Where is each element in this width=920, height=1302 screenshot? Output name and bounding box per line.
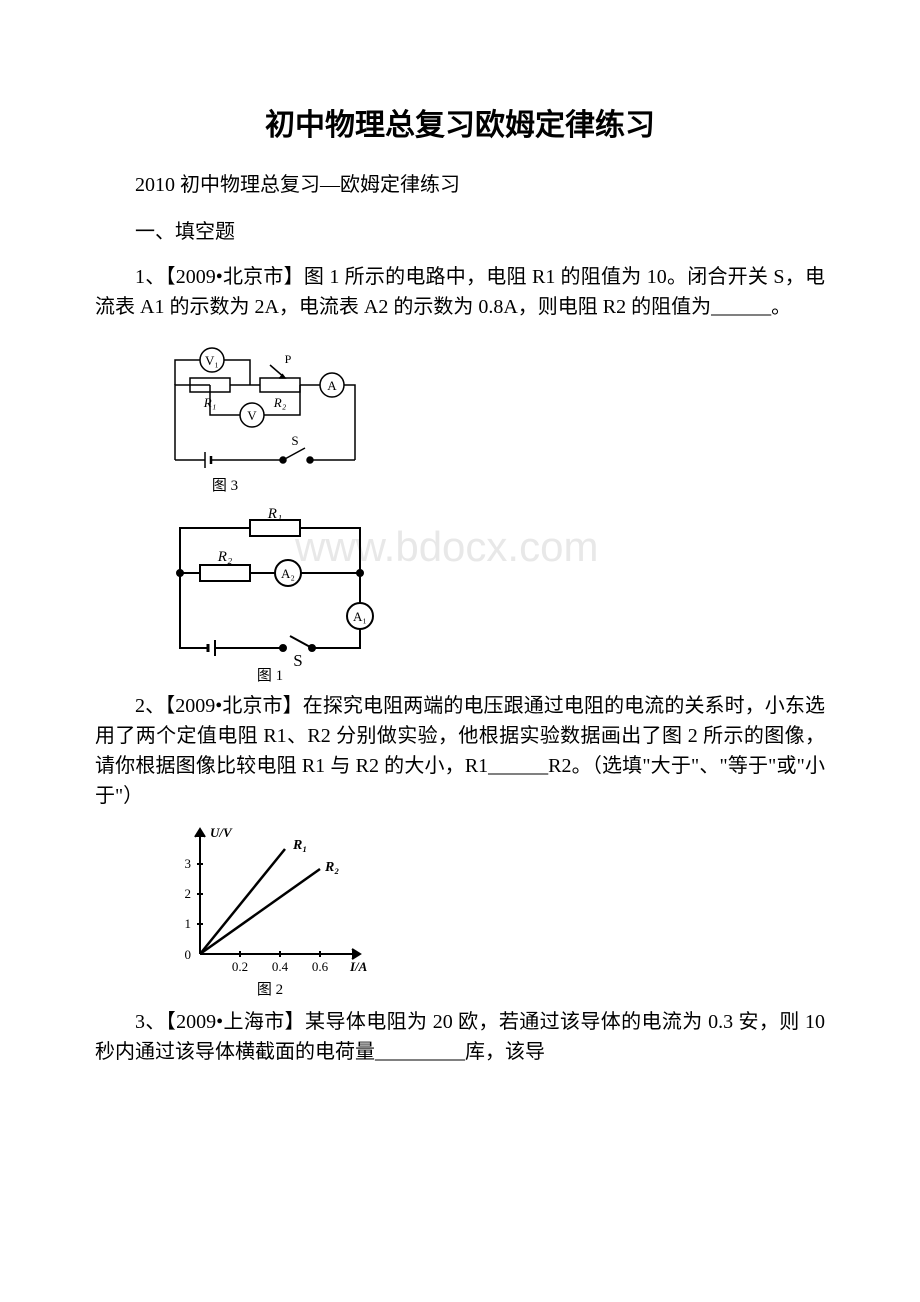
label-a2: A₂ xyxy=(281,566,295,581)
caption-1: 图 1 xyxy=(257,667,283,683)
xlabel: I/A xyxy=(349,959,368,974)
section-header: 一、填空题 xyxy=(95,215,825,244)
r1-label: R₁ xyxy=(292,838,307,853)
label-p: P xyxy=(285,352,292,366)
label-v: V xyxy=(247,408,257,423)
ytick-0: 0 xyxy=(185,947,192,962)
label-s: S xyxy=(291,433,298,448)
question-3: 3、【2009•上海市】某导体电阻为 20 欧，若通过该导体的电流为 0.3 安… xyxy=(95,1007,825,1067)
page-content: 初中物理总复习欧姆定律练习 2010 初中物理总复习—欧姆定律练习 一、填空题 … xyxy=(95,100,825,1067)
subtitle: 2010 初中物理总复习—欧姆定律练习 xyxy=(95,168,825,197)
label-r2: R₂ xyxy=(273,395,287,410)
xtick-1: 0.2 xyxy=(232,959,248,974)
r2-label: R₂ xyxy=(324,860,339,875)
xtick-2: 0.4 xyxy=(272,959,289,974)
ytick-2: 2 xyxy=(185,886,192,901)
circuit-diagram-1: R₁ R₂ A₂ A₁ S 图 1 xyxy=(155,508,385,683)
caption-2: 图 2 xyxy=(257,981,283,998)
ylabel: U/V xyxy=(210,825,233,840)
label-a1: A₁ xyxy=(353,609,367,624)
label-r1: R₁ xyxy=(203,395,216,410)
chart-diagram-2: U/V I/A 0 1 2 3 0.2 0.4 0.6 R₁ R₂ 图 2 xyxy=(155,819,385,999)
label-r2: R₂ xyxy=(217,549,232,565)
label-v1: V₁ xyxy=(205,353,219,368)
question-2: 2、【2009•北京市】在探究电阻两端的电压跟通过电阻的电流的关系时，小东选用了… xyxy=(95,691,825,811)
xtick-3: 0.6 xyxy=(312,959,329,974)
ytick-3: 3 xyxy=(185,856,192,871)
caption-3: 图 3 xyxy=(212,477,238,494)
question-1: 1、【2009•北京市】图 1 所示的电路中，电阻 R1 的阻值为 10。闭合开… xyxy=(95,262,825,322)
label-a: A xyxy=(327,378,337,393)
label-r1: R₁ xyxy=(267,508,282,522)
circuit-diagram-3: V₁ R₁ R₂ P A V S 图 3 xyxy=(155,330,375,500)
ytick-1: 1 xyxy=(185,916,192,931)
diagram-3: V₁ R₁ R₂ P A V S 图 3 xyxy=(155,330,825,500)
page-title: 初中物理总复习欧姆定律练习 xyxy=(95,100,825,144)
label-s: S xyxy=(293,651,302,670)
diagram-2: U/V I/A 0 1 2 3 0.2 0.4 0.6 R₁ R₂ 图 2 xyxy=(155,819,825,999)
diagram-1: www.bdocx.com xyxy=(155,508,825,683)
